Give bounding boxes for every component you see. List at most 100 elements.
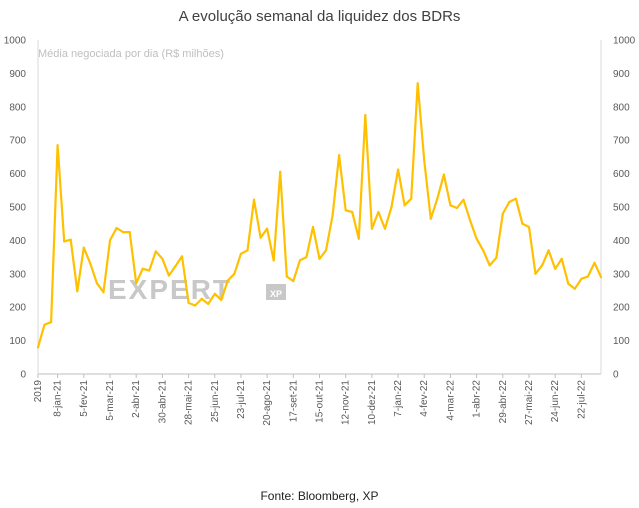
data-point	[462, 198, 465, 201]
data-point	[246, 249, 249, 252]
data-point	[449, 204, 452, 207]
y-tick-label-right: 700	[613, 136, 630, 147]
y-tick-label-right: 600	[613, 169, 630, 180]
x-tick-label: 30-abr-21	[157, 380, 168, 424]
data-point	[357, 237, 360, 240]
data-point	[324, 249, 328, 252]
axes	[37, 40, 602, 375]
data-point	[76, 290, 79, 293]
data-point	[429, 217, 432, 220]
x-tick-label: 29-abr-22	[498, 380, 509, 424]
data-point	[43, 323, 46, 326]
x-tick-label: 4-fev-22	[419, 380, 430, 417]
watermark-brand: EXPERT	[108, 274, 232, 305]
data-point	[89, 262, 92, 265]
y-tick-label-left: 600	[9, 169, 26, 180]
data-point	[527, 225, 531, 229]
data-point	[128, 231, 131, 234]
data-point	[442, 173, 445, 176]
x-tick-label: 7-jan-22	[393, 380, 404, 417]
data-point	[573, 287, 576, 290]
data-point	[599, 276, 603, 279]
data-point	[82, 246, 85, 249]
data-point	[364, 114, 367, 117]
x-tick-label: 4-mar-22	[445, 380, 456, 421]
data-point	[311, 225, 315, 229]
x-tick-label: 2-abr-21	[131, 380, 142, 418]
data-point	[475, 237, 478, 240]
y-tick-label-right: 900	[613, 69, 630, 80]
data-point	[495, 256, 498, 259]
data-point	[108, 239, 112, 242]
data-point	[521, 222, 524, 225]
data-point	[292, 280, 295, 283]
y-tick-label-right: 1000	[613, 36, 636, 47]
y-axis-unit-label: Média negociada por dia (R$ milhões)	[38, 48, 224, 60]
y-tick-label-left: 0	[20, 370, 26, 381]
y-tick-label-left: 200	[9, 303, 26, 314]
data-point	[534, 272, 537, 275]
y-tick-label-right: 800	[613, 102, 630, 113]
series-group	[36, 82, 603, 349]
y-tick-label-right: 200	[613, 303, 630, 314]
data-point	[586, 275, 590, 278]
y-tick-label-left: 100	[9, 336, 26, 347]
y-axis-right: 0 100 200 300 400 500 600 700 800 900 1000	[613, 36, 636, 381]
data-point	[501, 212, 504, 215]
data-point	[514, 197, 518, 200]
data-point	[187, 301, 190, 304]
data-point	[567, 282, 570, 285]
data-point	[200, 297, 203, 300]
data-point	[305, 256, 308, 259]
data-point	[56, 144, 59, 147]
x-axis: 2019 8-jan-21 5-fev-21 5-mar-21 2-abr-21 30-a…	[33, 374, 587, 426]
data-point	[298, 259, 301, 262]
series-line	[36, 82, 603, 349]
data-point	[403, 204, 406, 207]
y-tick-label-left: 1000	[4, 36, 27, 47]
watermark-xp-box	[266, 284, 286, 300]
y-tick-label-left: 800	[9, 102, 26, 113]
source-note: Fonte: Bloomberg, XP	[260, 489, 379, 503]
y-tick-label-left: 500	[9, 203, 26, 214]
data-point	[436, 197, 439, 200]
x-tick-label: 27-mai-22	[524, 380, 535, 425]
data-point	[580, 277, 583, 280]
x-tick-label: 17-set-21	[288, 380, 299, 423]
data-point	[318, 257, 321, 260]
x-tick-label: 5-fev-21	[79, 380, 90, 417]
data-point	[377, 210, 380, 214]
data-point	[233, 272, 236, 275]
data-point	[508, 200, 511, 204]
y-tick-label-right: 100	[613, 336, 630, 347]
data-point	[161, 257, 164, 260]
data-point	[135, 282, 138, 285]
x-tick-label: 22-jul-22	[576, 380, 587, 419]
data-point	[272, 259, 275, 262]
data-point	[69, 238, 72, 241]
x-tick-label: 24-jun-22	[550, 380, 561, 423]
data-point	[102, 291, 105, 294]
data-point	[488, 264, 491, 267]
data-point	[285, 275, 288, 278]
data-point	[141, 267, 144, 270]
x-tick-label: 2019	[33, 380, 44, 403]
data-point	[174, 265, 177, 268]
y-tick-label-right: 300	[613, 269, 630, 280]
data-point	[279, 170, 282, 173]
y-tick-label-left: 700	[9, 136, 26, 147]
data-point	[547, 249, 550, 252]
data-point	[541, 264, 544, 267]
x-tick-label: 20-ago-21	[262, 380, 273, 426]
data-point	[50, 321, 53, 324]
x-tick-label: 1-abr-22	[472, 380, 483, 418]
data-point	[554, 267, 557, 270]
y-tick-label-right: 0	[613, 370, 619, 381]
y-tick-label-right: 400	[613, 236, 630, 247]
data-point	[423, 159, 426, 162]
data-point	[338, 154, 341, 157]
watermark-sub: XP	[270, 289, 282, 299]
data-point	[252, 198, 256, 201]
data-point	[180, 255, 184, 258]
